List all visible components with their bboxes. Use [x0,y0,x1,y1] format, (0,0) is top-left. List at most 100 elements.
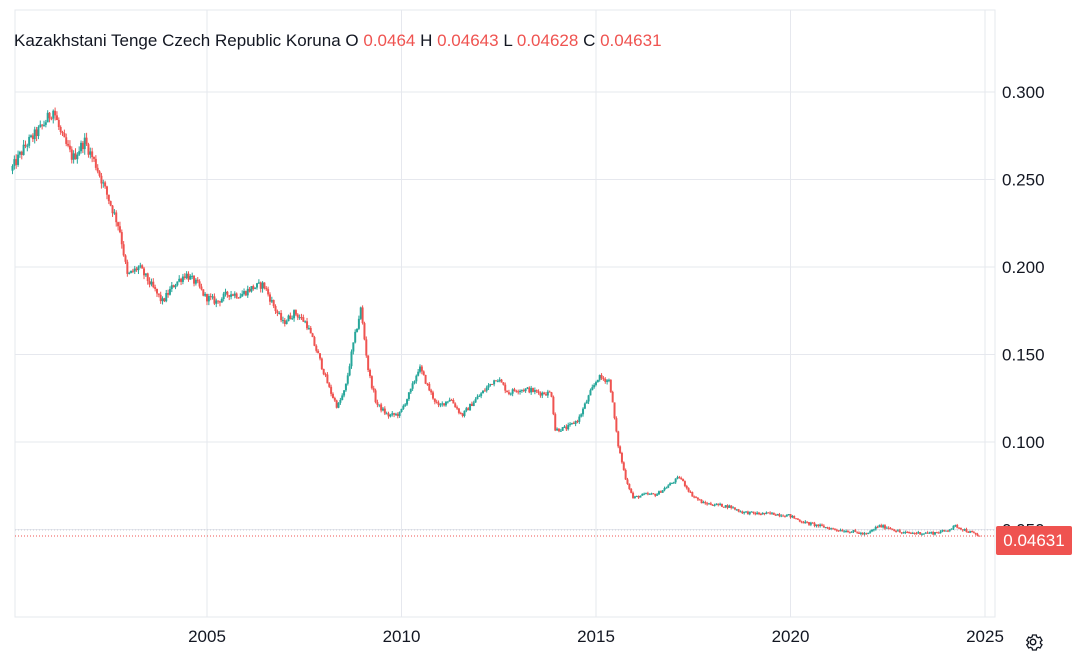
candle-body [307,327,310,329]
candle-body [144,273,147,276]
candle-body [513,389,516,391]
candle-body [428,383,431,391]
candle-body [657,491,660,495]
candle-body [128,272,131,274]
candle-body [563,426,566,428]
candle-body [811,522,814,524]
candle-body [407,392,410,400]
candle-body [502,382,505,385]
candle-body [948,529,951,531]
candle-body [230,294,233,297]
candle-body [235,293,238,298]
candle-body [326,374,329,384]
candle-body [207,296,210,302]
open-value: 0.0464 [363,31,416,50]
candle-body [735,509,738,511]
candle-body [548,391,551,393]
candle-body [404,404,407,406]
candle-body [424,374,427,384]
candle-body [76,154,79,160]
candle-body [546,391,549,396]
candle-body [609,379,612,392]
candle-body [874,526,877,530]
candle-body [376,402,379,405]
candle-body [387,413,390,417]
candle-body [719,503,722,505]
candle-body [939,531,942,534]
candle-body [889,528,892,530]
candle-body [628,483,631,489]
candle-body [139,265,142,267]
candle-body [798,519,801,522]
candle-body [115,212,118,223]
candle-body [511,389,514,394]
candle-body [154,287,157,289]
candle-body [13,159,16,166]
candle-body [535,390,538,392]
candle-body [482,390,485,394]
candle-body [839,530,842,532]
candle-body [165,293,168,302]
candle-body [620,453,623,463]
candle-body [283,320,286,324]
candle-body [131,270,134,272]
candle-body [943,530,946,532]
candle-body [341,395,344,400]
candle-body [113,212,116,214]
gear-icon[interactable] [1021,630,1045,654]
candle-body [343,390,346,396]
candle-body [380,404,383,411]
candle-body [698,499,701,501]
candle-body [900,532,903,534]
candle-body [778,514,781,516]
candle-body [496,380,499,382]
candle-body [59,126,62,132]
candle-body [209,296,212,298]
candle-body [941,530,944,532]
candle-body [787,514,790,516]
candle-body [409,388,412,393]
candle-body [483,390,486,392]
candle-body [969,531,972,533]
candle-body [385,413,388,415]
candle-body [715,503,718,506]
candle-body [65,137,68,144]
candle-body [333,397,336,401]
candle-body [507,392,510,394]
candle-body [800,521,803,523]
candle-body [24,144,27,147]
candle-body [457,408,460,413]
candle-body [615,418,618,432]
candle-body [600,375,603,379]
candle-body [459,412,462,414]
candle-body [578,416,581,422]
candle-body [213,296,216,304]
candle-body [485,387,488,391]
candle-body [961,529,964,531]
candle-body [304,321,307,323]
y-tick-label: 0.300 [1002,83,1045,102]
candle-body [837,530,840,532]
ohlc-legend: Kazakhstani Tenge Czech Republic Koruna … [14,31,662,51]
candle-body [967,531,970,533]
candle-body [589,390,592,396]
candle-body [359,307,362,319]
candle-body [639,495,642,498]
candle-body [930,532,933,534]
candle-body [67,143,70,146]
candle-body [55,115,58,121]
candle-body [541,392,544,396]
candle-body [431,392,434,399]
candle-body [759,514,762,516]
candle-body [194,279,197,284]
candle-body [937,532,940,534]
candle-body [770,512,773,514]
candle-body [520,390,523,392]
candle-body [774,514,777,516]
candle-body [539,392,542,396]
candle-body [691,492,694,497]
candle-body [758,512,761,515]
candle-body [80,142,83,152]
candle-body [700,499,703,504]
candle-body [435,401,438,403]
